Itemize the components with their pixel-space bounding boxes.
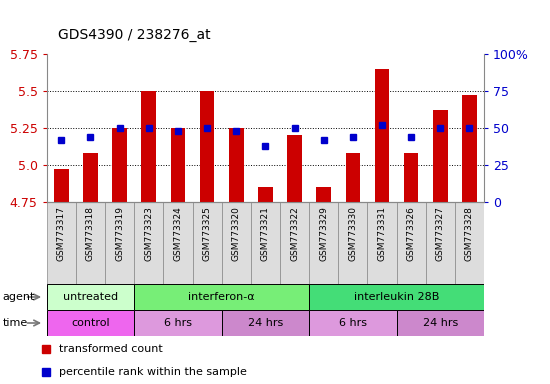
Bar [309, 284, 484, 310]
Text: GSM773317: GSM773317 [57, 206, 66, 261]
Text: transformed count: transformed count [59, 344, 163, 354]
Bar [170, 128, 185, 202]
Text: GSM773326: GSM773326 [406, 206, 416, 261]
Text: GSM773319: GSM773319 [115, 206, 124, 261]
Text: GSM773322: GSM773322 [290, 206, 299, 261]
Bar [338, 202, 367, 284]
Bar [222, 202, 251, 284]
Bar [426, 202, 455, 284]
Text: time: time [3, 318, 28, 328]
Bar [83, 153, 98, 202]
Text: 24 hrs: 24 hrs [422, 318, 458, 328]
Bar [47, 284, 134, 310]
Text: 24 hrs: 24 hrs [248, 318, 283, 328]
Bar [404, 153, 419, 202]
Bar [200, 91, 215, 202]
Bar [192, 202, 222, 284]
Text: GSM773323: GSM773323 [144, 206, 153, 261]
Text: GDS4390 / 238276_at: GDS4390 / 238276_at [58, 28, 210, 42]
Text: GSM773327: GSM773327 [436, 206, 445, 261]
Bar [47, 310, 134, 336]
Text: agent: agent [3, 292, 35, 302]
Bar [112, 128, 127, 202]
Bar [462, 96, 477, 202]
Text: GSM773318: GSM773318 [86, 206, 95, 261]
Text: GSM773329: GSM773329 [319, 206, 328, 261]
Bar [134, 202, 163, 284]
Bar [251, 202, 280, 284]
Bar [287, 136, 302, 202]
Bar [105, 202, 134, 284]
Bar [163, 202, 192, 284]
Bar [309, 202, 338, 284]
Bar [309, 310, 397, 336]
Bar [134, 284, 309, 310]
Text: GSM773331: GSM773331 [377, 206, 387, 261]
Bar [433, 110, 448, 202]
Text: GSM773328: GSM773328 [465, 206, 474, 261]
Bar [47, 202, 76, 284]
Bar [222, 310, 309, 336]
Bar [367, 202, 397, 284]
Text: GSM773320: GSM773320 [232, 206, 241, 261]
Bar [134, 310, 222, 336]
Text: GSM773324: GSM773324 [173, 206, 183, 261]
Bar [455, 202, 484, 284]
Text: interferon-α: interferon-α [188, 292, 255, 302]
Bar [54, 169, 69, 202]
Bar [229, 128, 244, 202]
Text: GSM773321: GSM773321 [261, 206, 270, 261]
Bar [280, 202, 309, 284]
Text: GSM773325: GSM773325 [202, 206, 212, 261]
Bar [258, 187, 273, 202]
Text: control: control [71, 318, 110, 328]
Bar [375, 69, 389, 202]
Bar [141, 91, 156, 202]
Text: interleukin 28B: interleukin 28B [354, 292, 439, 302]
Bar [76, 202, 105, 284]
Bar [397, 202, 426, 284]
Text: 6 hrs: 6 hrs [164, 318, 192, 328]
Bar [345, 153, 360, 202]
Bar [397, 310, 484, 336]
Text: percentile rank within the sample: percentile rank within the sample [59, 367, 247, 377]
Bar [316, 187, 331, 202]
Text: 6 hrs: 6 hrs [339, 318, 367, 328]
Text: untreated: untreated [63, 292, 118, 302]
Text: GSM773330: GSM773330 [348, 206, 358, 261]
